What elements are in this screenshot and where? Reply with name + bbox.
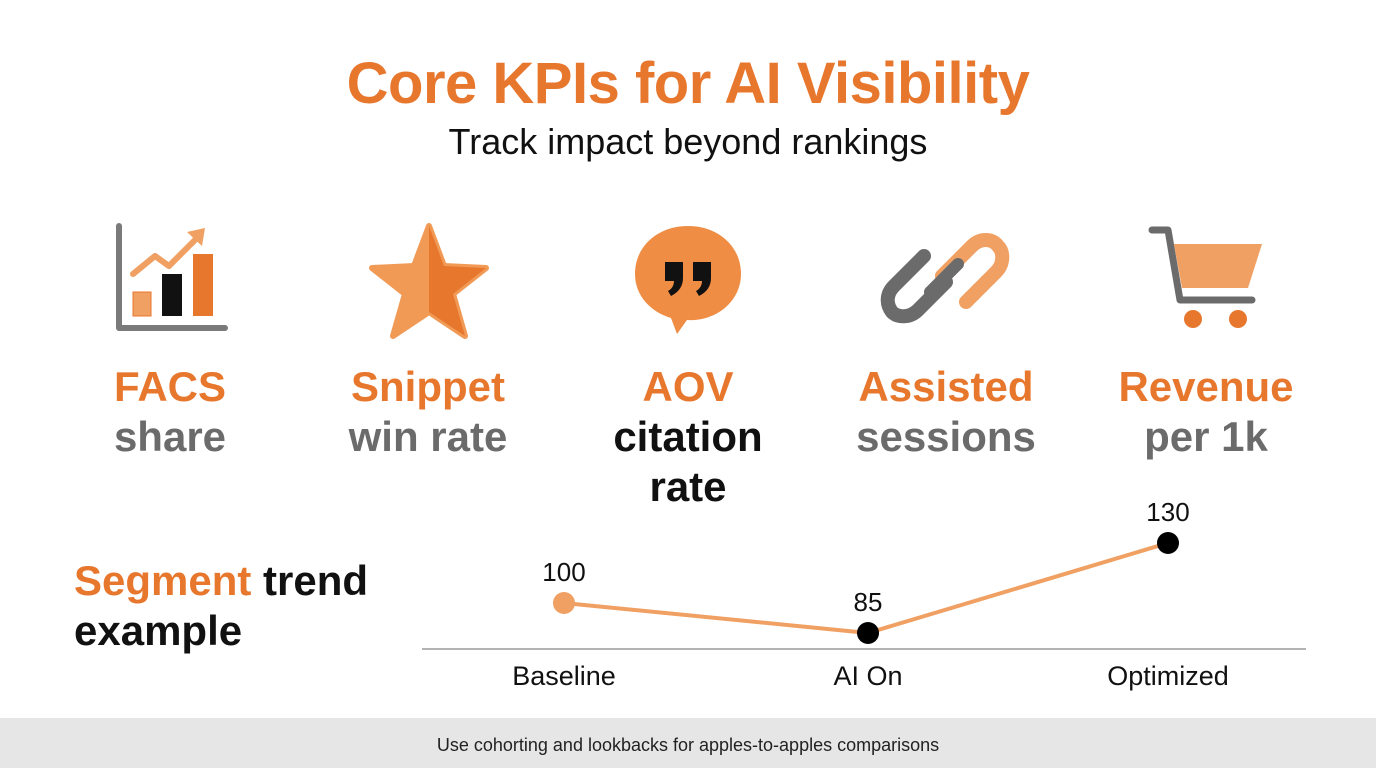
x-tick-label: Baseline (512, 661, 616, 691)
quote-bubble-icon (623, 218, 753, 342)
kpi-title: Assisted (858, 363, 1034, 410)
star-icon (364, 218, 494, 342)
data-label: 100 (542, 557, 585, 587)
kpi-subtitle: per 1k (1144, 413, 1268, 460)
data-point-ai-on (857, 622, 879, 644)
kpi-assisted-sessions: Assisted sessions (826, 362, 1066, 462)
data-point-baseline (553, 592, 575, 614)
kpi-title: FACS (113, 363, 226, 410)
footer-note: Use cohorting and lookbacks for apples-t… (0, 718, 1376, 768)
data-label: 130 (1146, 500, 1189, 527)
kpi-subtitle: win rate (348, 413, 508, 460)
page-title: Core KPIs for AI Visibility (346, 51, 1030, 116)
x-tick-label: Optimized (1107, 661, 1229, 691)
kpi-title: AOV (642, 363, 734, 410)
kpi-revenue-per-1k: Revenue per 1k (1086, 362, 1326, 462)
trend-label: Segment trend example (74, 556, 414, 656)
trend-label-rest: trend (263, 557, 369, 604)
kpi-aov-citation-rate: AOV citation rate (568, 362, 808, 512)
kpi-facs-share: FACS share (50, 362, 290, 462)
trend-line-chart: 100 85 130 Baseline AI On Optimized (422, 500, 1306, 691)
page-subtitle: Track impact beyond rankings (448, 121, 928, 162)
link-icon (880, 218, 1010, 342)
kpi-snippet-win-rate: Snippet win rate (308, 362, 548, 462)
data-point-optimized (1157, 532, 1179, 554)
kpi-subtitle: sessions (856, 413, 1036, 460)
kpi-title: Revenue (1118, 363, 1294, 410)
data-label: 85 (854, 587, 883, 617)
bar-chart-trend-icon (105, 218, 235, 342)
kpi-subtitle: share (113, 413, 227, 460)
shopping-cart-icon (1140, 218, 1270, 342)
trend-label-line2: example (74, 607, 243, 654)
kpi-subtitle: citation rate (613, 413, 763, 510)
x-tick-label: AI On (833, 661, 902, 691)
trend-label-accent: Segment (74, 557, 252, 604)
kpi-title: Snippet (351, 363, 505, 410)
